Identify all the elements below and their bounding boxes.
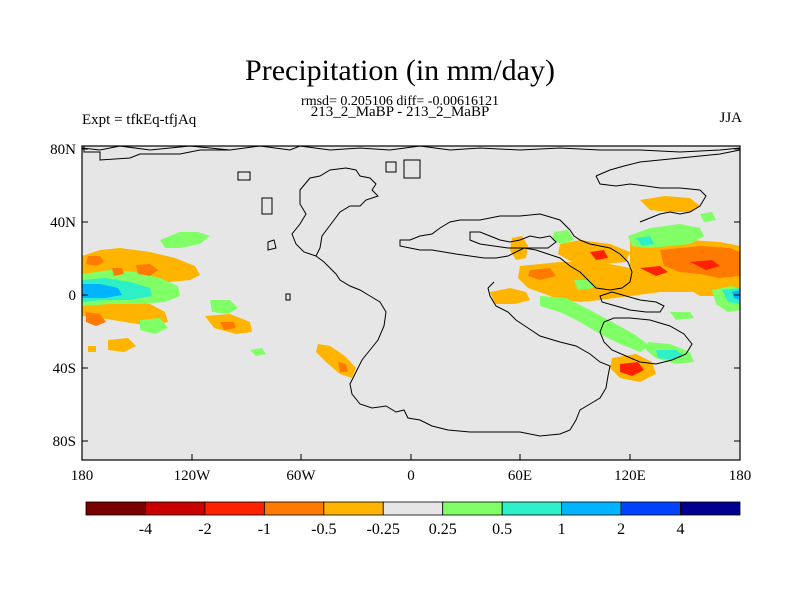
stats-line: rmsd= 0.205106 diff= -0.00616121	[301, 94, 499, 109]
subtitle-right: JJA	[719, 110, 742, 126]
contour-cyan	[636, 236, 654, 246]
contour-green	[140, 318, 168, 334]
contour-blue	[82, 284, 122, 298]
y-tick-label: 0	[69, 288, 77, 304]
contour-red	[640, 266, 668, 276]
contour-green	[160, 232, 210, 248]
x-tick-marks	[81, 454, 741, 460]
colorbar-swatch	[323, 501, 384, 516]
y-tick-label: 80N	[50, 142, 76, 158]
contour-red	[86, 256, 104, 266]
colorbar-label: 0.25	[429, 521, 457, 538]
colorbar-swatch	[204, 501, 265, 516]
map-background	[82, 146, 740, 460]
colorbar-swatch	[680, 501, 741, 516]
colorbar: -4 -2 -1 -0.5 -0.25 0.25 0.5 1 2 4	[85, 501, 741, 538]
colorbar-swatch	[620, 501, 681, 516]
x-tick-label: 0	[407, 468, 415, 484]
contour-red	[528, 268, 556, 280]
anomaly-contours	[82, 196, 740, 382]
colorbar-swatch	[382, 501, 444, 516]
contour-red	[690, 260, 720, 270]
contour-orange	[640, 196, 700, 212]
colorbar-label: 2	[617, 521, 625, 538]
contour-red	[220, 322, 236, 330]
colorbar-label: 4	[677, 521, 685, 538]
x-tick-label: 60E	[508, 468, 532, 484]
x-tick-label: 180	[71, 468, 94, 484]
x-tick-label: 60W	[286, 468, 316, 484]
contour-green	[552, 230, 574, 244]
coastlines	[82, 146, 740, 437]
contour-red	[86, 312, 106, 326]
page-title: Precipitation (in mm/day)	[245, 54, 555, 87]
contour-green	[574, 280, 594, 290]
subtitle-left: Expt = tfkEq-tfjAq	[82, 112, 197, 128]
colorbar-label: -1	[258, 521, 271, 538]
contour-red	[590, 250, 608, 260]
contour-orange	[490, 288, 530, 304]
contour-red	[136, 264, 158, 276]
colorbar-swatch	[85, 501, 146, 516]
y-tick-label: 40N	[50, 215, 76, 231]
colorbar-label: -2	[198, 521, 211, 538]
colorbar-swatch	[442, 501, 503, 516]
colorbar-label: -4	[139, 521, 152, 538]
colorbar-swatch	[501, 501, 563, 516]
colorbar-label: 1	[558, 521, 566, 538]
colorbar-label: -0.5	[311, 521, 336, 538]
y-tick-label: 40S	[53, 361, 76, 377]
contour-red	[112, 268, 124, 276]
colorbar-swatch	[263, 501, 325, 516]
contour-green	[250, 348, 266, 356]
contour-green	[540, 296, 650, 352]
contour-red	[620, 362, 644, 376]
colorbar-swatch	[561, 501, 622, 516]
x-tick-label: 120W	[174, 468, 212, 484]
x-tick-label: 180	[729, 468, 752, 484]
contour-orange	[518, 262, 710, 302]
subtitle-center: 213_2_MaBP - 213_2_MaBP	[310, 104, 490, 120]
y-tick-label: 80S	[53, 434, 76, 450]
contour-red	[338, 362, 348, 372]
contour-green	[670, 312, 694, 320]
contour-orange	[88, 346, 96, 352]
contour-green	[210, 300, 238, 314]
y-tick-marks	[82, 148, 740, 442]
contour-green	[700, 212, 716, 222]
colorbar-label: 0.5	[492, 521, 512, 538]
colorbar-label: -0.25	[367, 521, 400, 538]
contour-orange	[108, 338, 136, 352]
colorbar-swatch	[145, 501, 206, 516]
x-tick-label: 120E	[614, 468, 646, 484]
